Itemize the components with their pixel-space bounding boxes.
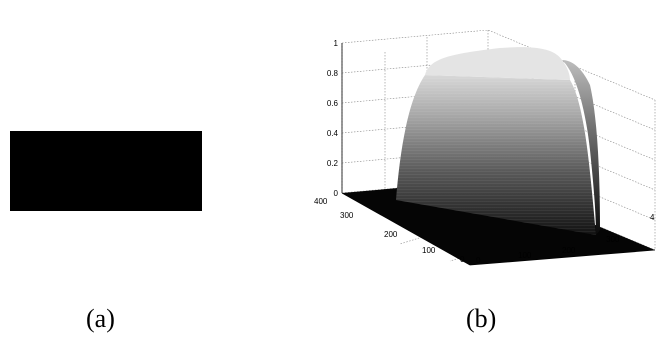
y-tick: 100 [422, 246, 436, 255]
z-tick: 0 [334, 189, 339, 198]
z-axis-ticks: 1 0.8 0.6 0.4 0.2 0 [327, 39, 339, 198]
x-axis-ticks: 0 100 200 300 4 [476, 213, 655, 265]
surface-right-face [562, 60, 600, 235]
black-rectangle-image [10, 131, 202, 211]
caption-b: (b) [466, 304, 497, 333]
x-tick: 4 [650, 213, 655, 222]
x-tick: 300 [606, 235, 620, 244]
x-tick: 200 [562, 246, 576, 255]
surface-plot-svg: 1 0.8 0.6 0.4 0.2 0 400 300 200 100 0 0 … [314, 30, 656, 266]
z-tick: 0.2 [327, 159, 339, 168]
surface-top [425, 47, 570, 80]
z-tick: 1 [334, 39, 339, 48]
z-tick: 0.4 [327, 129, 339, 138]
y-axis-ticks: 400 300 200 100 0 [314, 197, 465, 264]
caption-a: (a) [86, 304, 115, 333]
figure-b-3d-surface-plot: 1 0.8 0.6 0.4 0.2 0 400 300 200 100 0 0 … [300, 30, 658, 270]
figure-a [10, 131, 202, 211]
x-tick: 100 [518, 251, 532, 260]
z-tick: 0.8 [327, 69, 339, 78]
y-tick: 0 [460, 255, 465, 264]
z-tick: 0.6 [327, 99, 339, 108]
x-tick: 0 [476, 256, 481, 265]
y-tick: 400 [314, 197, 328, 206]
y-tick: 200 [384, 230, 398, 239]
y-tick: 300 [340, 211, 354, 220]
